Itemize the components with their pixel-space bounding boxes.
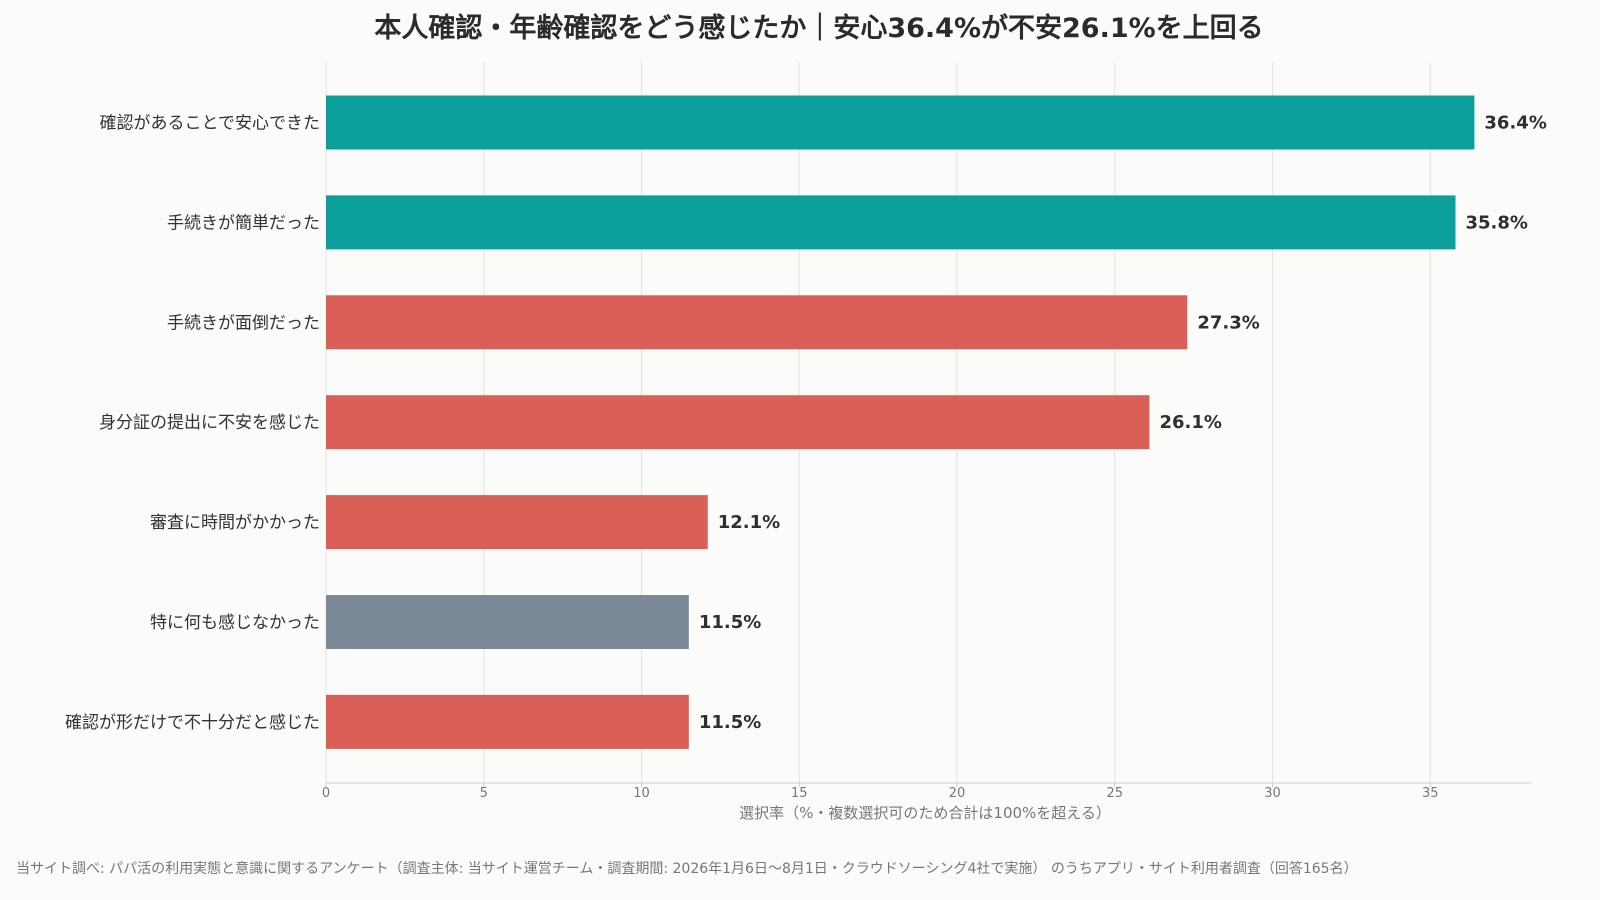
category-label: 手続きが簡単だった	[167, 213, 320, 233]
category-label: 手続きが面倒だった	[167, 313, 320, 333]
bar	[326, 595, 689, 649]
category-label: 特に何も感じなかった	[150, 613, 320, 633]
value-label: 11.5%	[699, 712, 761, 733]
x-tick-label: 30	[1264, 786, 1281, 801]
bar-chart: 本人確認・年齢確認をどう感じたか｜安心36.4%が不安26.1%を上回る 確認が…	[16, 12, 1547, 877]
value-label: 11.5%	[699, 612, 761, 633]
category-labels: 確認があることで安心できた手続きが簡単だった手続きが面倒だった身分証の提出に不安…	[65, 114, 320, 733]
value-label: 36.4%	[1484, 113, 1546, 134]
value-labels: 36.4% 35.8% 27.3% 26.1% 12.1% 11.5% 11.5%	[699, 113, 1547, 733]
x-tick-label: 0	[322, 786, 330, 801]
x-tick-label: 5	[480, 786, 488, 801]
x-tick-label: 10	[633, 786, 650, 801]
bar	[326, 495, 708, 550]
chart-container: 本人確認・年齢確認をどう感じたか｜安心36.4%が不安26.1%を上回る 確認が…	[16, 12, 1547, 877]
bars	[326, 95, 1475, 749]
x-axis-ticks: 0 5 10 15 20 25 30 35	[322, 783, 1439, 801]
chart-title: 本人確認・年齢確認をどう感じたか｜安心36.4%が不安26.1%を上回る	[374, 12, 1263, 44]
value-label: 27.3%	[1197, 312, 1259, 333]
category-label: 確認があることで安心できた	[100, 114, 321, 134]
x-tick-label: 20	[949, 786, 966, 801]
x-tick-label: 25	[1106, 786, 1123, 801]
category-label: 身分証の提出に不安を感じた	[99, 413, 320, 433]
bar	[326, 95, 1475, 150]
value-label: 35.8%	[1465, 212, 1527, 233]
x-axis-title: 選択率（%・複数選択可のため合計は100%を超える）	[739, 804, 1111, 822]
value-label: 12.1%	[718, 512, 780, 533]
value-label: 26.1%	[1159, 412, 1221, 433]
category-label: 確認が形だけで不十分だと感じた	[65, 713, 320, 733]
bar	[326, 195, 1456, 250]
bar	[326, 295, 1188, 350]
bar	[326, 694, 689, 749]
x-tick-label: 35	[1422, 786, 1439, 801]
x-tick-label: 15	[791, 786, 808, 801]
source-note: 当サイト調べ: パパ活の利用実態と意識に関するアンケート（調査主体: 当サイト運…	[16, 860, 1358, 877]
bar	[326, 395, 1150, 450]
category-label: 審査に時間がかかった	[150, 513, 320, 533]
